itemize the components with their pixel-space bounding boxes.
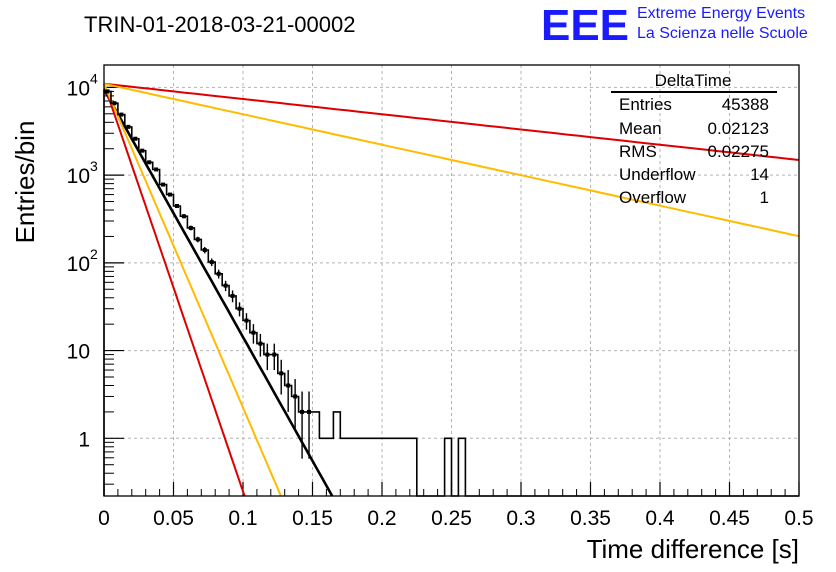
x-tick-label: 0.5 — [784, 507, 813, 530]
y-tick-label: 10 — [67, 165, 90, 188]
stats-label-rms: RMS — [619, 142, 657, 161]
data-point — [181, 214, 186, 219]
x-tick-label: 0.1 — [228, 507, 257, 530]
stats-label-mean: Mean — [619, 119, 662, 138]
data-point — [195, 237, 200, 242]
data-point — [188, 225, 193, 230]
data-point — [209, 260, 214, 265]
data-point — [293, 394, 298, 399]
data-point — [202, 248, 207, 253]
data-point — [286, 383, 291, 388]
chart-title: TRIN-01-2018-03-21-00002 — [84, 12, 356, 37]
x-tick-label: 0.05 — [153, 507, 194, 530]
y-tick-exponent: 2 — [90, 246, 98, 262]
x-tick-label: 0.3 — [506, 507, 535, 530]
data-point — [258, 341, 263, 346]
data-markers — [105, 89, 312, 459]
fit-lines — [102, 82, 800, 497]
grid — [104, 65, 799, 496]
series-line-3 — [103, 82, 800, 161]
data-point — [119, 112, 124, 117]
stats-label-underflow: Underflow — [619, 165, 696, 184]
stats-label-overflow: Overflow — [619, 188, 687, 207]
logo-mark: EEE — [541, 1, 629, 50]
data-point — [265, 352, 270, 357]
x-tick-label: 0.35 — [570, 507, 611, 530]
series-line-4 — [103, 82, 800, 238]
data-point — [126, 124, 131, 129]
logo-line2: La Scienza nelle Scuole — [637, 25, 808, 42]
stats-value-overflow: 1 — [760, 188, 769, 207]
data-point — [133, 136, 138, 141]
data-point — [161, 182, 166, 187]
logo-line1: Extreme Energy Events — [637, 5, 805, 22]
eee-logo: EEE Extreme Energy Events La Scienza nel… — [541, 1, 808, 50]
x-tick-label: 0.4 — [645, 507, 675, 530]
x-tick-label: 0.45 — [709, 507, 750, 530]
y-tick-exponent: 4 — [90, 70, 98, 86]
data-point — [279, 371, 284, 376]
data-point — [154, 167, 159, 172]
data-point — [105, 89, 110, 94]
data-point — [147, 160, 152, 165]
y-tick-label: 10 — [67, 77, 90, 100]
data-point — [244, 318, 249, 323]
stats-value-mean: 0.02123 — [708, 119, 769, 138]
data-point — [223, 283, 228, 288]
y-tick-label: 10 — [67, 253, 90, 276]
data-point — [216, 271, 221, 276]
stats-value-rms: 0.02275 — [708, 142, 769, 161]
data-point — [168, 192, 173, 197]
data-point — [174, 203, 179, 208]
x-tick-label: 0.2 — [367, 507, 396, 530]
stats-value-entries: 45388 — [722, 95, 769, 114]
stats-box: DeltaTime Entries 45388 Mean 0.02123 RMS… — [611, 71, 777, 207]
y-tick-label: 10 — [67, 341, 90, 364]
data-point — [140, 148, 145, 153]
data-point — [230, 293, 235, 298]
stats-label-entries: Entries — [619, 95, 672, 114]
series-line-0 — [102, 88, 334, 497]
series-line-2 — [103, 83, 282, 497]
y-axis-label: Entries/bin — [10, 121, 40, 244]
x-tick-label: 0.25 — [431, 507, 472, 530]
y-tick-exponent: 3 — [90, 158, 98, 174]
stats-value-underflow: 14 — [750, 165, 769, 184]
data-point — [112, 101, 117, 106]
data-point — [272, 352, 277, 357]
data-point — [251, 330, 256, 335]
data-point — [300, 409, 305, 414]
x-axis-label: Time difference [s] — [587, 534, 799, 564]
y-tick-label: 1 — [78, 428, 90, 451]
x-tick-label: 0 — [98, 507, 110, 530]
x-tick-labels: 0 0.05 0.1 0.15 0.2 0.25 0.3 0.35 0.4 0.45 0.5 — [98, 507, 813, 530]
series-line-1 — [103, 83, 246, 497]
x-tick-label: 0.15 — [292, 507, 333, 530]
plot-frame — [103, 64, 800, 497]
data-point — [307, 409, 312, 414]
stats-title: DeltaTime — [655, 71, 732, 90]
data-point — [237, 306, 242, 311]
